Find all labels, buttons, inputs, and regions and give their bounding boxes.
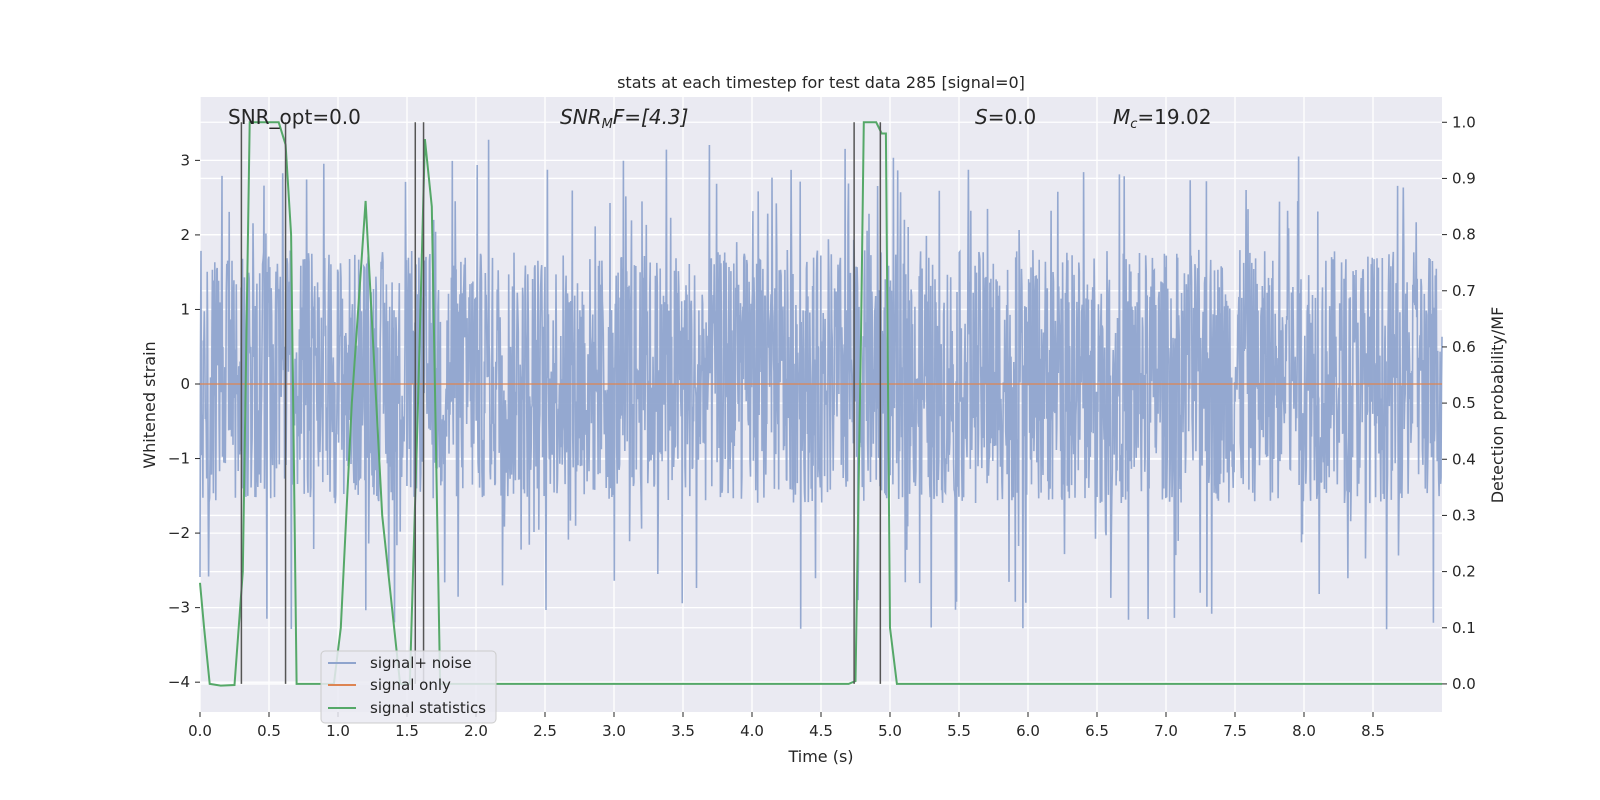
x-tick-label-17: 8.5 xyxy=(1361,722,1385,740)
annotation-snr-opt: SNR_opt=0.0 xyxy=(228,105,361,129)
x-axis-label: Time (s) xyxy=(787,747,853,766)
y-tick-label-4: −1 xyxy=(168,450,190,468)
y-axis-ticks: 3 2 1 0 −1 −2 −3 −4 xyxy=(168,151,200,691)
y2-tick-label-4: 0.6 xyxy=(1452,338,1476,356)
series-signal-statistics xyxy=(199,121,1442,687)
x-tick-label-8: 4.0 xyxy=(740,722,764,740)
y2-tick-label-2: 0.8 xyxy=(1452,226,1476,244)
series-signal-noise xyxy=(199,139,1443,630)
y2-axis-label: Detection probability/MF xyxy=(1488,307,1507,504)
y-tick-label-7: −4 xyxy=(168,673,190,691)
y-tick-label-2: 1 xyxy=(180,300,190,318)
x-tick-label-7: 3.5 xyxy=(671,722,695,740)
noise-trace xyxy=(199,139,1443,630)
y-tick-label-5: −2 xyxy=(168,524,190,542)
x-tick-label-11: 5.5 xyxy=(947,722,971,740)
x-tick-label-2: 1.0 xyxy=(326,722,350,740)
x-tick-label-15: 7.5 xyxy=(1223,722,1247,740)
x-tick-label-16: 8.0 xyxy=(1292,722,1316,740)
legend: signal+ noise signal only signal statist… xyxy=(320,650,497,724)
chart-title: stats at each timestep for test data 285… xyxy=(617,73,1025,92)
x-tick-label-3: 1.5 xyxy=(395,722,419,740)
y2-tick-label-1: 0.9 xyxy=(1452,169,1476,187)
x-tick-label-5: 2.5 xyxy=(533,722,557,740)
y-tick-label-6: −3 xyxy=(168,599,190,617)
legend-label-signal-only: signal only xyxy=(370,676,451,694)
y2-tick-label-9: 0.1 xyxy=(1452,619,1476,637)
x-tick-label-10: 5.0 xyxy=(878,722,902,740)
y-tick-label-0: 3 xyxy=(180,151,190,169)
y-tick-label-3: 0 xyxy=(180,375,190,393)
annotation-snr-mf: SNRMF=[4.3] xyxy=(560,105,688,132)
y2-tick-label-8: 0.2 xyxy=(1452,563,1476,581)
y2-tick-label-0: 1.0 xyxy=(1452,113,1476,131)
detection-markers xyxy=(240,122,882,684)
annotation-s: S=0.0 xyxy=(975,105,1036,129)
legend-box xyxy=(320,650,497,724)
x-tick-label-14: 7.0 xyxy=(1154,722,1178,740)
signal-statistics-line xyxy=(199,121,1442,687)
y-axis-label: Whitened strain xyxy=(140,341,159,468)
x-tick-label-0: 0.0 xyxy=(188,722,212,740)
x-tick-label-12: 6.0 xyxy=(1016,722,1040,740)
y2-tick-label-3: 0.7 xyxy=(1452,282,1476,300)
x-tick-label-4: 2.0 xyxy=(464,722,488,740)
legend-label-signal-noise: signal+ noise xyxy=(370,654,472,672)
x-tick-label-9: 4.5 xyxy=(809,722,833,740)
x-axis-ticks: 0.0 0.5 1.0 1.5 2.0 2.5 3.0 3.5 4.0 4.5 5.0 5.5 6.0 6… xyxy=(188,712,1385,740)
x-tick-label-13: 6.5 xyxy=(1085,722,1109,740)
y2-tick-label-10: 0.0 xyxy=(1452,675,1476,693)
annotation-mc: Mc=19.02 xyxy=(1113,105,1211,132)
y-tick-label-1: 2 xyxy=(180,226,190,244)
x-tick-label-6: 3.0 xyxy=(602,722,626,740)
y2-tick-label-5: 0.5 xyxy=(1452,394,1476,412)
y2-tick-label-7: 0.3 xyxy=(1452,506,1476,524)
legend-label-signal-statistics: signal statistics xyxy=(370,699,486,717)
y2-tick-label-6: 0.4 xyxy=(1452,450,1476,468)
y2-axis-ticks: 1.0 0.9 0.8 0.7 0.6 0.5 0.4 0.3 0.2 0.1 0.0 xyxy=(1442,113,1476,693)
x-tick-label-1: 0.5 xyxy=(257,722,281,740)
